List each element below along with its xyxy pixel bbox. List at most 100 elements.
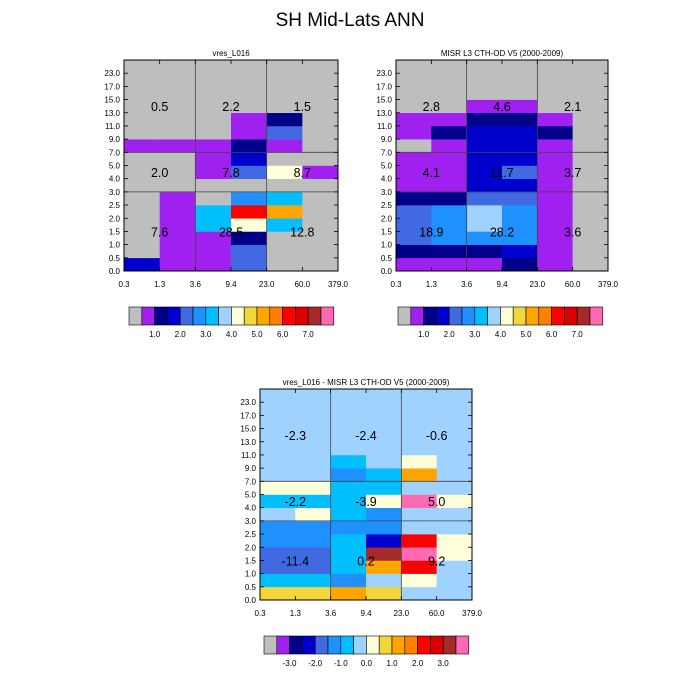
heatmap-cell bbox=[431, 125, 467, 140]
colorbar-box bbox=[192, 306, 207, 326]
x-tick-label: 3.6 bbox=[190, 280, 202, 289]
heatmap-cell bbox=[260, 415, 296, 429]
heatmap-cell bbox=[366, 415, 402, 429]
heatmap-cell bbox=[431, 112, 467, 127]
y-tick-label: 23.0 bbox=[376, 69, 392, 78]
colorbar-label: 2.0 bbox=[175, 330, 187, 339]
heatmap-cell bbox=[431, 257, 467, 272]
y-tick-label: 17.0 bbox=[240, 411, 256, 420]
heatmap-cell bbox=[330, 494, 367, 508]
heatmap-cell bbox=[195, 99, 232, 114]
heatmap-cell bbox=[330, 454, 367, 469]
colorbar-label: 3.0 bbox=[438, 659, 450, 668]
heatmap-cell bbox=[502, 178, 538, 193]
heatmap-cell bbox=[330, 573, 367, 588]
heatmap-cell bbox=[330, 389, 367, 403]
heatmap-cell bbox=[396, 205, 432, 219]
heatmap-cell bbox=[260, 586, 296, 601]
heatmap-cell bbox=[159, 139, 196, 153]
region-value-label: -11.4 bbox=[282, 554, 310, 568]
heatmap-cell bbox=[366, 468, 402, 482]
heatmap-cell bbox=[124, 125, 160, 140]
heatmap-cell bbox=[295, 415, 331, 429]
x-tick-label: 0.3 bbox=[390, 280, 402, 289]
heatmap-cell bbox=[330, 415, 367, 429]
colorbar-box bbox=[302, 635, 316, 655]
heatmap-cell bbox=[502, 231, 538, 245]
heatmap-cell bbox=[260, 389, 296, 403]
heatmap-cell bbox=[124, 86, 160, 100]
heatmap-cell bbox=[295, 494, 331, 508]
colorbar-label: 0.0 bbox=[361, 659, 373, 668]
region-value-label: 12.8 bbox=[290, 225, 314, 239]
heatmap-cell bbox=[330, 547, 367, 561]
heatmap-cell bbox=[572, 60, 609, 74]
heatmap-cell bbox=[231, 178, 267, 193]
heatmap-cell bbox=[431, 205, 467, 219]
heatmap-cell bbox=[266, 244, 303, 259]
heatmap-cell bbox=[302, 139, 339, 153]
heatmap-cell bbox=[436, 441, 473, 456]
heatmap-cell bbox=[572, 257, 609, 272]
heatmap-cell bbox=[295, 389, 331, 403]
heatmap-cell bbox=[231, 165, 267, 179]
colorbar-label: 1.0 bbox=[386, 659, 398, 668]
heatmap-cell bbox=[260, 520, 296, 535]
colorbar-box bbox=[525, 306, 540, 326]
heatmap-cell bbox=[401, 389, 437, 403]
heatmap-cell bbox=[366, 454, 402, 469]
heatmap-cell bbox=[466, 152, 503, 166]
region-value-label: -0.6 bbox=[426, 429, 448, 443]
heatmap-cell bbox=[159, 231, 196, 245]
y-tick-label: 9.0 bbox=[109, 135, 121, 144]
heatmap-cell bbox=[436, 547, 473, 561]
y-tick-label: 13.0 bbox=[104, 109, 120, 118]
region-value-label: 4.6 bbox=[493, 100, 510, 114]
heatmap-cell bbox=[260, 468, 296, 482]
heatmap-cell bbox=[302, 231, 339, 245]
heatmap-cell bbox=[124, 112, 160, 127]
heatmap-cell bbox=[195, 125, 232, 140]
region-value-label: -3.9 bbox=[355, 495, 377, 509]
heatmap-cell bbox=[436, 389, 473, 403]
heatmap-cell bbox=[401, 428, 437, 443]
region-value-label: 3.7 bbox=[564, 166, 581, 180]
heatmap-cell bbox=[466, 231, 503, 245]
heatmap-cell bbox=[195, 165, 232, 179]
colorbar-box bbox=[397, 306, 412, 326]
heatmap-cell bbox=[302, 99, 339, 114]
heatmap-cell bbox=[436, 454, 473, 469]
y-tick-label: 0.0 bbox=[109, 267, 121, 276]
y-tick-label: 5.0 bbox=[109, 162, 121, 171]
heatmap-cell bbox=[302, 191, 339, 206]
y-tick-label: 5.0 bbox=[245, 491, 257, 500]
heatmap-cell bbox=[302, 112, 339, 127]
heatmap-cell bbox=[436, 481, 473, 495]
heatmap-cell bbox=[431, 152, 467, 166]
heatmap-cell bbox=[502, 165, 538, 179]
heatmap-cell bbox=[401, 415, 437, 429]
heatmap-cell bbox=[401, 494, 437, 508]
y-tick-label: 0.0 bbox=[245, 596, 257, 605]
y-tick-label: 1.5 bbox=[245, 556, 257, 565]
figure-title: SH Mid-Lats ANN bbox=[275, 10, 425, 31]
colorbar-box bbox=[487, 306, 501, 326]
heatmap-cell bbox=[330, 428, 367, 443]
heatmap-cell bbox=[159, 218, 196, 232]
colorbar-box bbox=[366, 635, 380, 655]
heatmap-cell bbox=[502, 86, 538, 100]
heatmap-cell bbox=[266, 218, 303, 232]
heatmap-cell bbox=[502, 139, 538, 153]
y-tick-label: 2.0 bbox=[245, 543, 257, 552]
colorbar-box bbox=[231, 306, 245, 326]
heatmap-cell bbox=[431, 218, 467, 232]
heatmap-cell bbox=[537, 191, 573, 206]
heatmap-cell bbox=[195, 139, 232, 153]
colorbar-box bbox=[461, 306, 476, 326]
colorbar-box bbox=[576, 306, 591, 326]
heatmap-cell bbox=[572, 112, 609, 127]
heatmap-cell bbox=[431, 139, 467, 153]
heatmap-cell bbox=[366, 441, 402, 456]
heatmap-cell bbox=[572, 125, 609, 140]
panel-model: 0.0 0.5 1.0 1.5 2.0 2.5 3.0 4.0 5.0 7.0 9.0 11.0 13.… bbox=[104, 49, 348, 289]
